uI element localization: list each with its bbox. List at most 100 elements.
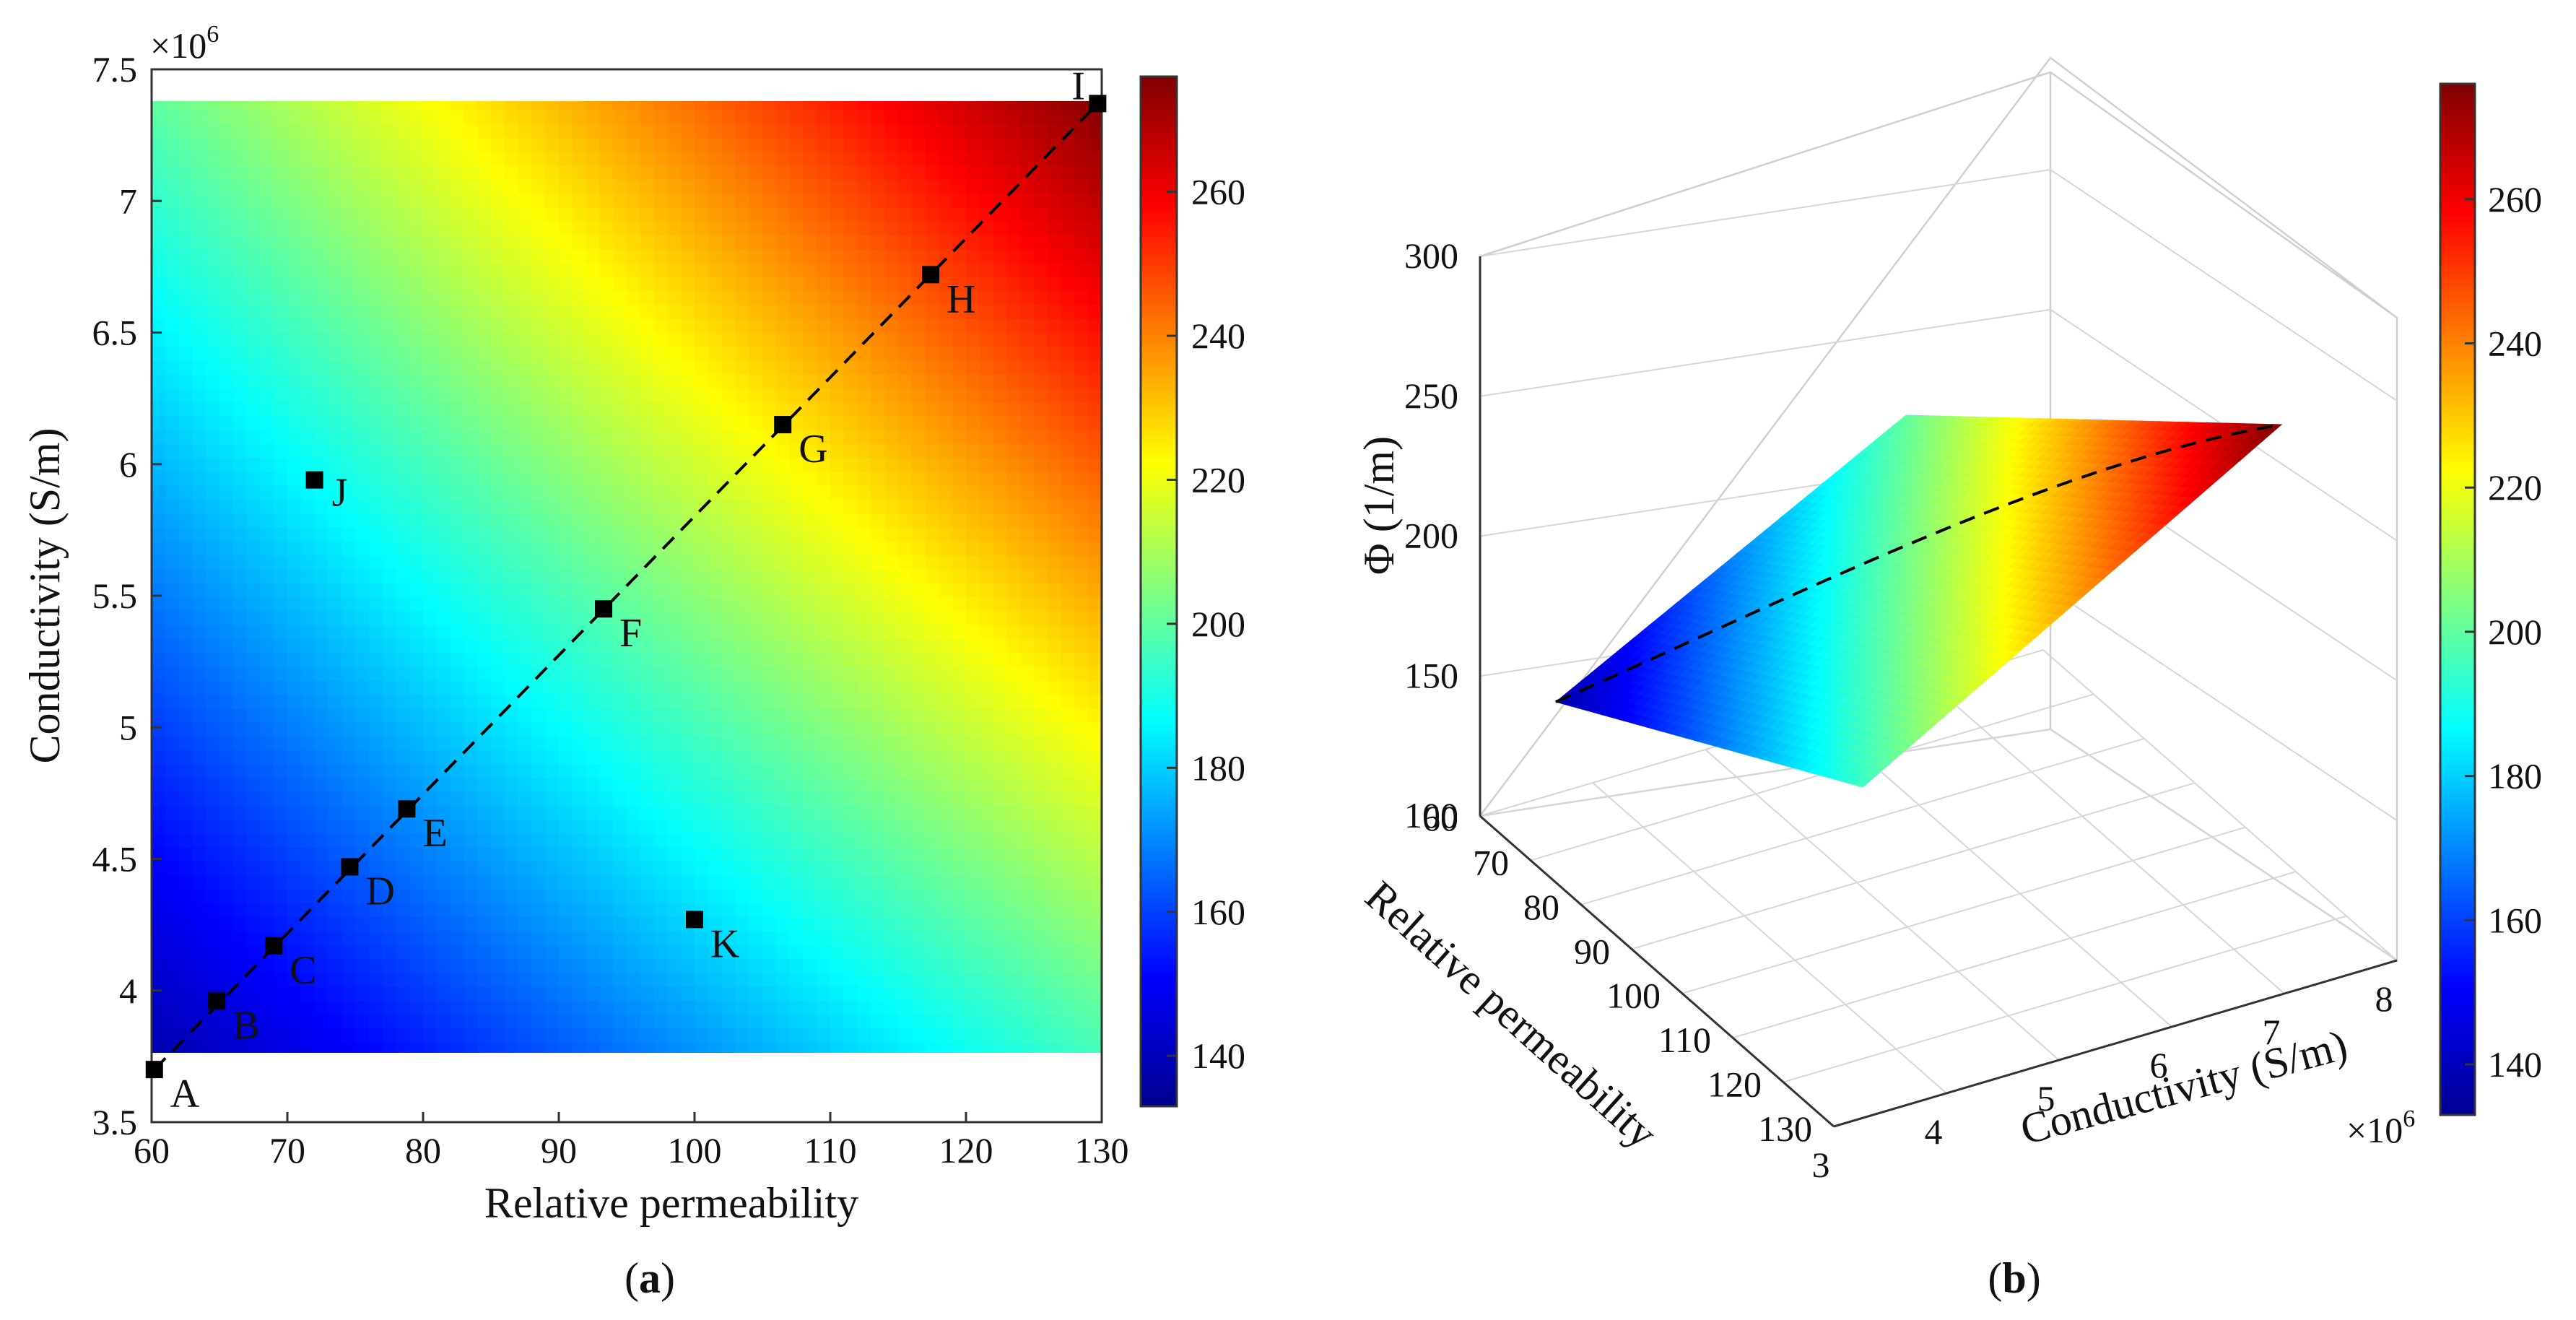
heat-cell	[1061, 276, 1076, 291]
heat-cell	[464, 777, 478, 792]
heat-cell	[246, 165, 261, 180]
heat-cell	[911, 610, 926, 625]
heat-cell	[817, 526, 831, 542]
heat-cell	[328, 304, 342, 319]
heat-cell	[599, 708, 614, 723]
heat-cell	[966, 346, 980, 361]
heat-cell	[477, 721, 492, 737]
heat-cell	[260, 457, 274, 472]
heat-cell	[464, 679, 478, 695]
heat-cell	[368, 513, 383, 528]
heat-cell	[192, 526, 206, 542]
heat-cell	[450, 735, 465, 750]
heat-cell	[287, 958, 302, 973]
heat-cell	[206, 916, 220, 932]
heat-cell	[368, 666, 383, 681]
heat-cell	[721, 207, 736, 222]
heat-cell	[396, 443, 410, 459]
heat-cell	[300, 332, 316, 347]
heat-cell	[531, 109, 546, 124]
heat-cell	[749, 750, 763, 765]
heat-cell	[749, 123, 763, 139]
heat-cell	[925, 429, 940, 444]
heat-cell	[355, 666, 370, 681]
heat-cell	[423, 986, 438, 1001]
heat-cell	[667, 262, 682, 277]
heat-cell	[667, 582, 682, 597]
heat-cell	[939, 846, 953, 861]
heat-cell	[993, 763, 1008, 778]
heat-cell	[749, 457, 763, 472]
heat-cell	[450, 109, 465, 124]
heat-cell	[695, 1056, 709, 1070]
heat-cell	[328, 388, 342, 403]
heat-cell	[246, 499, 261, 514]
heat-cell	[843, 388, 858, 403]
heat-cell	[409, 638, 424, 653]
heat-cell	[260, 972, 274, 987]
heat-cell	[599, 123, 614, 139]
heat-cell	[396, 652, 410, 667]
heat-cell	[1047, 276, 1062, 291]
heat-cell	[341, 526, 356, 542]
heat-cell	[423, 388, 438, 403]
heat-cell	[681, 388, 695, 403]
heat-cell	[898, 568, 913, 583]
heat-cell	[695, 485, 709, 500]
heat-cell	[1034, 693, 1048, 708]
heat-cell	[627, 262, 641, 277]
heat-cell	[681, 986, 695, 1001]
heat-cell	[382, 276, 397, 291]
heat-cell	[925, 499, 940, 514]
heat-cell	[857, 471, 872, 486]
heat-cell	[477, 513, 492, 528]
heat-cell	[1074, 610, 1089, 625]
heat-cell	[1088, 290, 1102, 305]
heat-cell	[545, 568, 560, 583]
heat-cell	[328, 693, 342, 708]
heat-cell	[993, 485, 1008, 500]
heat-cell	[409, 833, 424, 848]
heat-cell	[911, 346, 926, 361]
heat-cell	[653, 999, 669, 1015]
heat-cell	[613, 123, 627, 139]
heat-cell	[857, 888, 872, 903]
heat-cell	[653, 485, 669, 500]
heat-cell	[274, 679, 288, 695]
heat-cell	[1020, 679, 1035, 695]
heat-cell	[830, 123, 845, 139]
heat-cell	[341, 109, 356, 124]
heat-cell	[993, 276, 1008, 291]
heat-cell	[721, 735, 736, 750]
heat-cell	[300, 248, 316, 264]
heat-cell	[898, 750, 913, 765]
heat-cell	[871, 610, 885, 625]
heat-cell	[695, 248, 709, 264]
heat-cell	[409, 373, 424, 388]
heat-cell	[1074, 916, 1089, 932]
heat-cell	[491, 332, 505, 347]
heat-cell	[898, 652, 913, 667]
heat-cell	[775, 471, 791, 486]
heat-cell	[966, 401, 980, 417]
heat-cell	[300, 193, 316, 208]
heat-cell	[1074, 471, 1089, 486]
heat-cell	[572, 721, 587, 737]
heat-cell	[219, 791, 234, 806]
heat-cell	[559, 1028, 573, 1043]
heat-cell	[246, 235, 261, 250]
heat-cell	[966, 861, 980, 876]
heat-cell	[884, 735, 899, 750]
heat-cell	[436, 109, 451, 124]
heat-cell	[232, 235, 248, 250]
grid-b	[1479, 169, 2398, 1127]
heat-cell	[382, 638, 397, 653]
heat-cell	[1074, 485, 1089, 500]
heat-cell	[884, 235, 899, 250]
heat-cell	[830, 318, 845, 333]
heat-cell	[1006, 888, 1021, 903]
heat-cell	[857, 833, 872, 848]
heat-cell	[898, 332, 913, 347]
heat-cell	[464, 541, 478, 556]
heat-cell	[1088, 986, 1102, 1001]
